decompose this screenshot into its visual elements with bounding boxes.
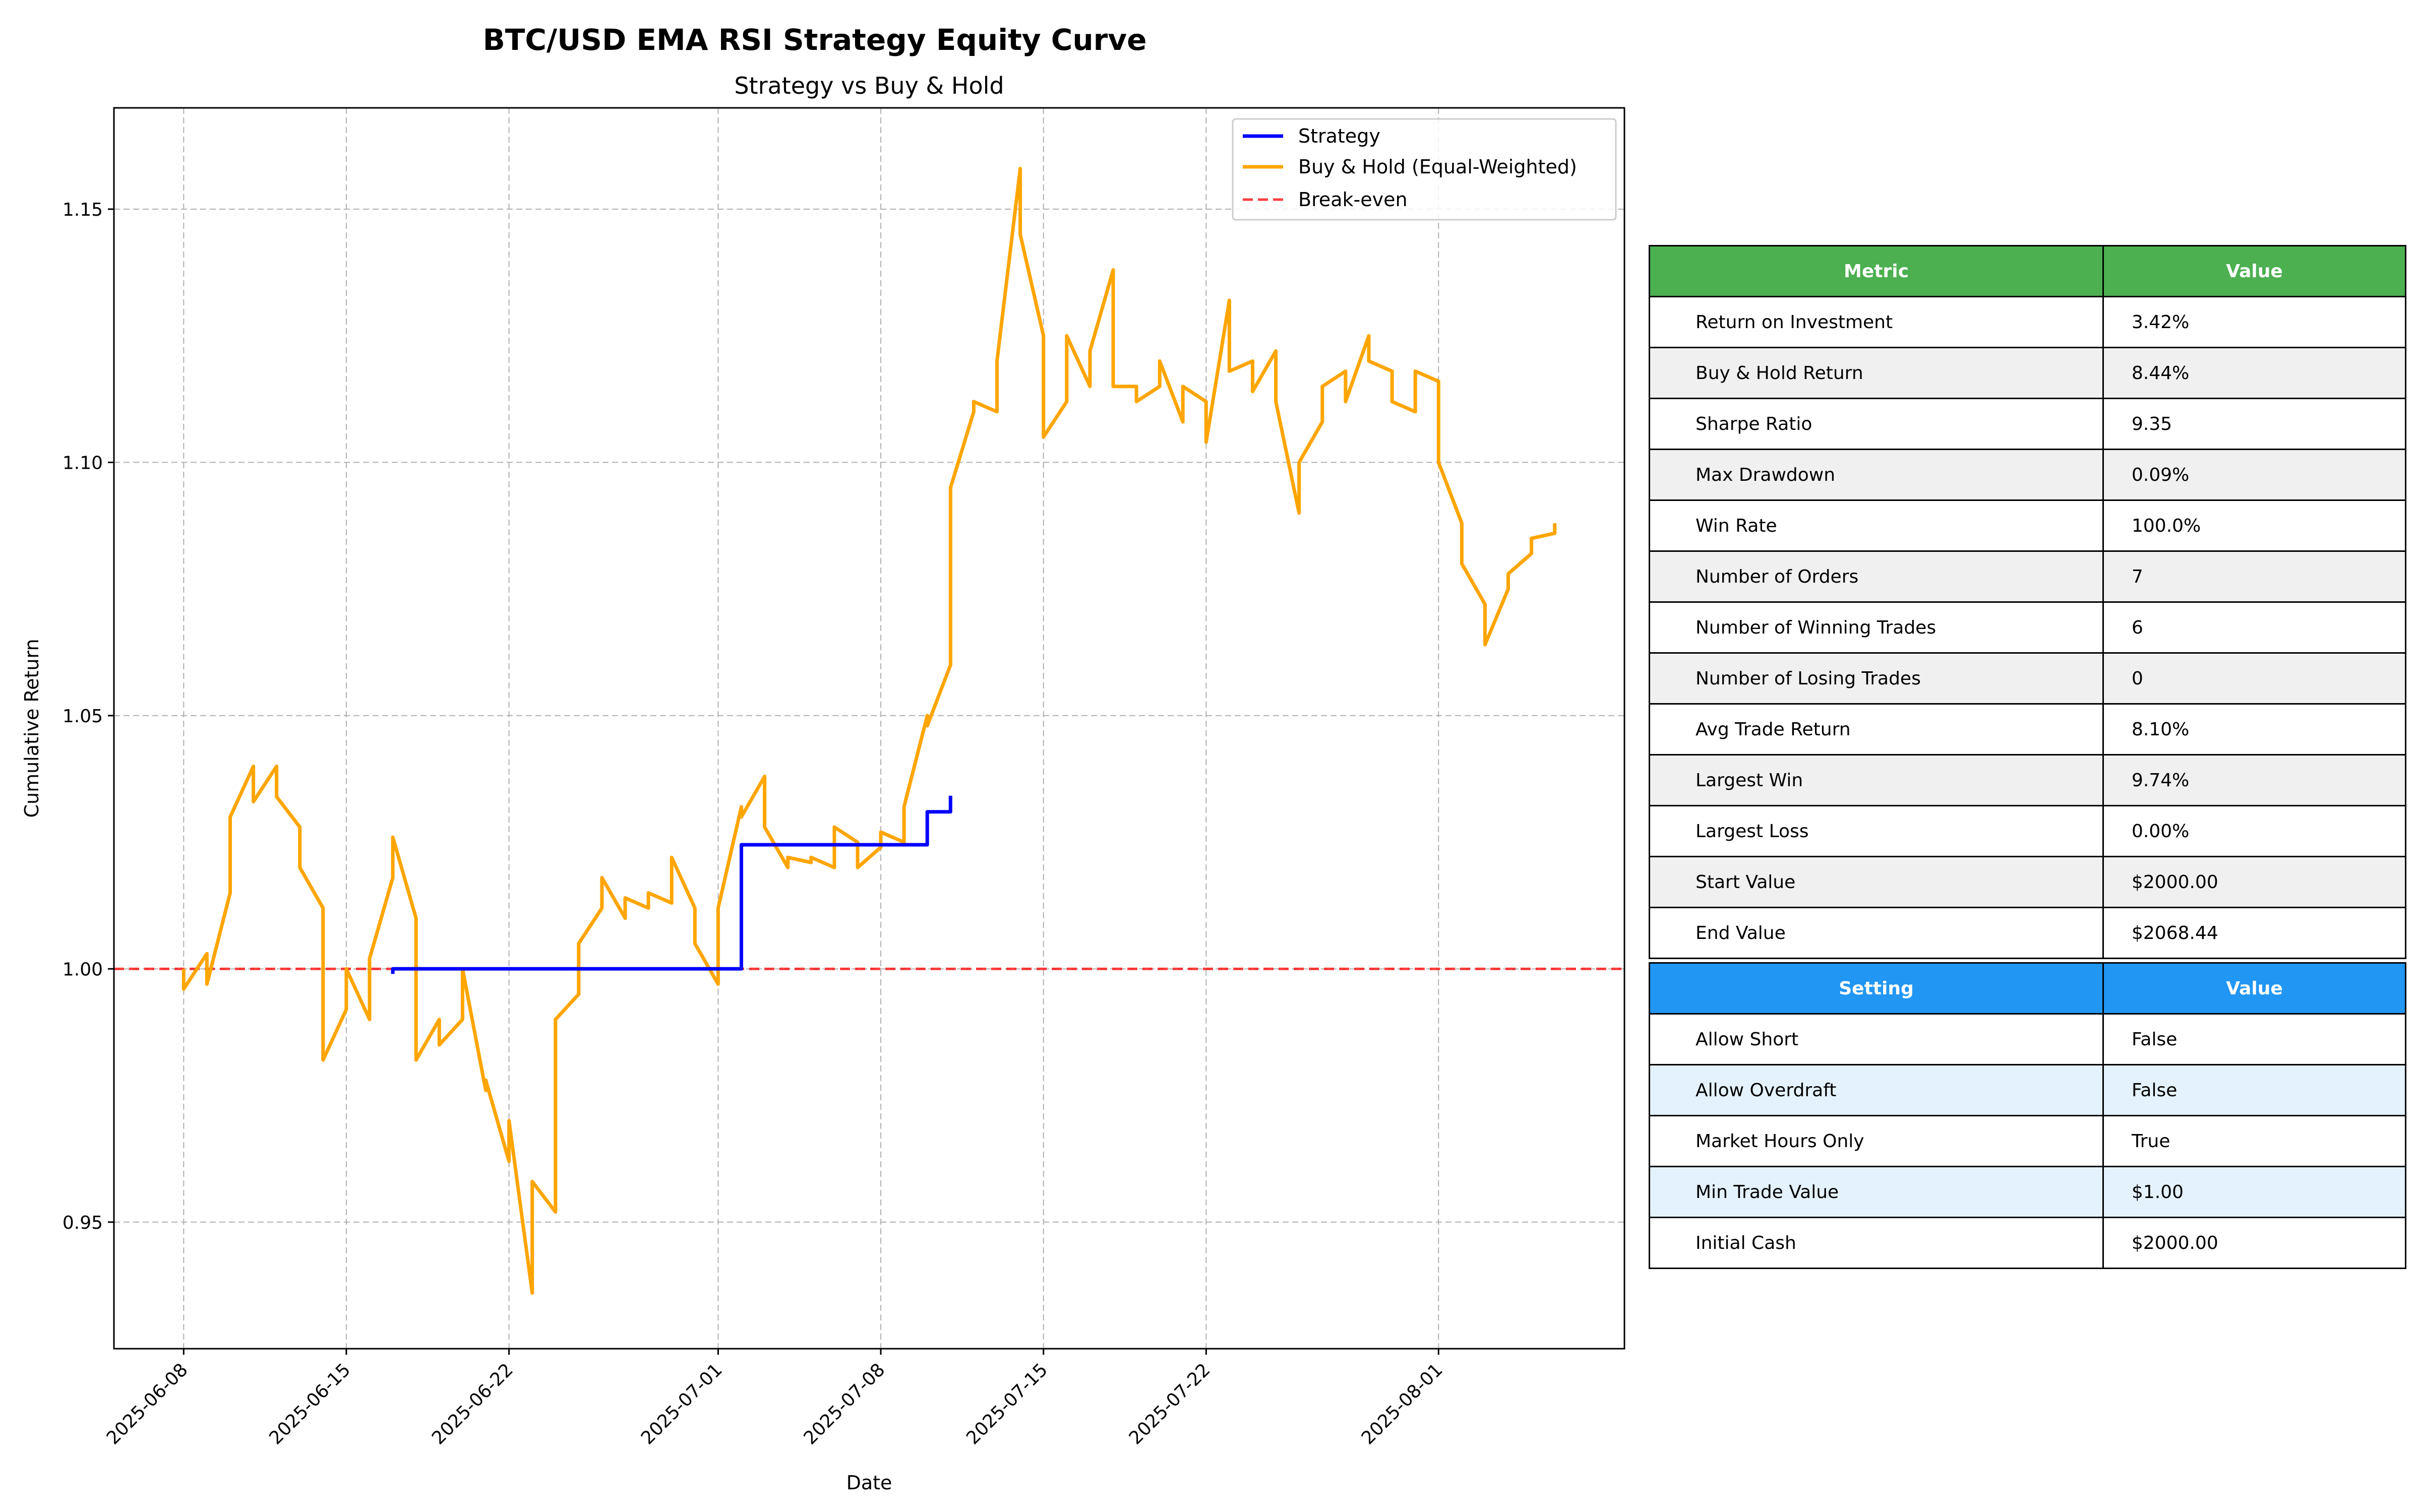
metric-row: Number of Losing Trades 0	[1649, 652, 2406, 705]
setting-row: Allow Overdraft False	[1649, 1064, 2406, 1116]
metric-value: 9.35	[2102, 398, 2406, 450]
setting-key: Allow Short	[1649, 1013, 2104, 1065]
setting-key: Allow Overdraft	[1649, 1064, 2104, 1116]
grid-lines	[114, 108, 1624, 1349]
metric-key: Return on Investment	[1649, 296, 2104, 348]
setting-row: Market Hours Only True	[1649, 1115, 2406, 1167]
metric-value: 8.44%	[2102, 347, 2406, 399]
x-tick-label: 2025-06-15	[265, 1359, 354, 1448]
setting-row: Min Trade Value $1.00	[1649, 1166, 2406, 1218]
legend-label-strategy: Strategy	[1298, 125, 1380, 147]
metric-row: Start Value $2000.00	[1649, 856, 2406, 908]
legend-label-breakeven: Break-even	[1298, 188, 1408, 211]
metric-value: 9.74%	[2102, 754, 2406, 806]
equity-chart: 2025-06-08 2025-06-15 2025-06-22 2025-07-01…	[21, 72, 1625, 1494]
legend: Strategy Buy & Hold (Equal-Weighted) Bre…	[1232, 118, 1617, 221]
y-tick-label: 1.10	[63, 453, 103, 473]
settings-header-row: Setting Value	[1649, 962, 2406, 1015]
chart-subtitle: Strategy vs Buy & Hold	[734, 72, 1004, 99]
setting-row: Allow Short False	[1649, 1013, 2406, 1065]
stats-panel: Metric Value Return on Investment 3.42% Bu…	[1649, 245, 2406, 1269]
metric-value: 3.42%	[2102, 296, 2406, 348]
metric-key: Largest Loss	[1649, 805, 2104, 857]
legend-box	[1232, 118, 1617, 221]
x-tick-label: 2025-07-01	[637, 1359, 727, 1448]
x-tick-label: 2025-07-15	[962, 1359, 1052, 1448]
metric-key: Start Value	[1649, 856, 2104, 908]
setting-row: Initial Cash $2000.00	[1649, 1217, 2406, 1269]
y-tick-label: 1.00	[63, 959, 103, 980]
y-tick-label: 1.15	[63, 200, 103, 220]
metric-row: Win Rate 100.0%	[1649, 499, 2406, 552]
x-tick-label: 2025-06-08	[103, 1359, 192, 1448]
metric-row: Avg Trade Return 8.10%	[1649, 703, 2406, 755]
metric-row: Buy & Hold Return 8.44%	[1649, 347, 2406, 399]
y-axis-label: Cumulative Return	[21, 639, 43, 817]
metric-value: 0.09%	[2102, 449, 2406, 501]
metric-value: 8.10%	[2102, 703, 2406, 755]
legend-label-buyhold: Buy & Hold (Equal-Weighted)	[1298, 156, 1577, 178]
axis-ticks: 2025-06-08 2025-06-15 2025-06-22 2025-07-01…	[63, 200, 1447, 1448]
metric-row: Max Drawdown 0.09%	[1649, 449, 2406, 501]
settings-header-value: Value	[2102, 962, 2406, 1015]
x-tick-label: 2025-07-22	[1125, 1359, 1215, 1448]
figure-title: BTC/USD EMA RSI Strategy Equity Curve	[482, 23, 1147, 57]
metric-key: End Value	[1649, 907, 2104, 959]
x-tick-label: 2025-06-22	[428, 1359, 517, 1448]
metric-value: 0	[2102, 652, 2406, 705]
setting-key: Initial Cash	[1649, 1217, 2104, 1269]
metric-value: 7	[2102, 550, 2406, 603]
metric-row: Number of Orders 7	[1649, 550, 2406, 603]
setting-key: Market Hours Only	[1649, 1115, 2104, 1167]
y-tick-label: 1.05	[63, 706, 103, 727]
metric-key: Number of Winning Trades	[1649, 601, 2104, 654]
metric-key: Buy & Hold Return	[1649, 347, 2104, 399]
metric-row: Largest Win 9.74%	[1649, 754, 2406, 806]
metric-row: Largest Loss 0.00%	[1649, 805, 2406, 857]
x-axis-label: Date	[846, 1472, 892, 1494]
metric-value: 6	[2102, 601, 2406, 654]
metric-row: End Value $2068.44	[1649, 907, 2406, 959]
metrics-header-row: Metric Value	[1649, 245, 2406, 297]
metric-value: 100.0%	[2102, 499, 2406, 552]
metric-value: 0.00%	[2102, 805, 2406, 857]
plot-frame	[113, 107, 1625, 1350]
metric-value: $2000.00	[2102, 856, 2406, 908]
metric-key: Number of Losing Trades	[1649, 652, 2104, 705]
metric-row: Number of Winning Trades 6	[1649, 601, 2406, 654]
setting-value: $1.00	[2102, 1166, 2406, 1218]
metric-key: Largest Win	[1649, 754, 2104, 806]
metrics-header-value: Value	[2102, 245, 2406, 297]
metric-row: Sharpe Ratio 9.35	[1649, 398, 2406, 450]
setting-value: True	[2102, 1115, 2406, 1167]
metric-key: Max Drawdown	[1649, 449, 2104, 501]
setting-value: False	[2102, 1064, 2406, 1116]
series-strategy-line	[391, 795, 952, 974]
metric-key: Avg Trade Return	[1649, 703, 2104, 755]
chart-series	[114, 167, 1624, 1295]
y-tick-label: 0.95	[63, 1213, 103, 1233]
metric-row: Return on Investment 3.42%	[1649, 296, 2406, 348]
x-tick-label: 2025-08-01	[1358, 1359, 1447, 1448]
metric-key: Number of Orders	[1649, 550, 2104, 603]
settings-header-key: Setting	[1649, 962, 2104, 1015]
setting-value: False	[2102, 1013, 2406, 1065]
metric-key: Win Rate	[1649, 499, 2104, 552]
series-buyhold-line	[182, 167, 1557, 1295]
setting-value: $2000.00	[2102, 1217, 2406, 1269]
metrics-table: Metric Value Return on Investment 3.42% Bu…	[1649, 245, 2406, 959]
x-tick-label: 2025-07-08	[800, 1359, 889, 1448]
metric-key: Sharpe Ratio	[1649, 398, 2104, 450]
settings-table: Setting Value Allow Short False Allow Over…	[1649, 962, 2406, 1269]
metric-value: $2068.44	[2102, 907, 2406, 959]
metrics-header-key: Metric	[1649, 245, 2104, 297]
setting-key: Min Trade Value	[1649, 1166, 2104, 1218]
